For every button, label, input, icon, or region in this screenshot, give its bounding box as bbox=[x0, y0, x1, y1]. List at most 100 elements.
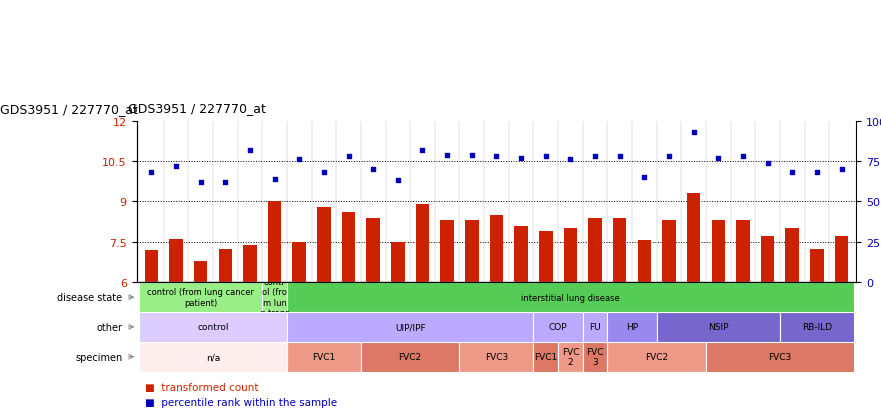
Point bbox=[194, 179, 208, 186]
Text: RB-ILD: RB-ILD bbox=[802, 323, 832, 332]
Bar bbox=[558, 342, 582, 372]
Bar bbox=[361, 342, 460, 372]
Text: ■  percentile rank within the sample: ■ percentile rank within the sample bbox=[145, 397, 337, 407]
Bar bbox=[139, 282, 263, 312]
Text: specimen: specimen bbox=[75, 352, 122, 362]
Text: disease state: disease state bbox=[57, 292, 122, 302]
Bar bbox=[613, 218, 626, 282]
Point bbox=[563, 157, 577, 164]
Bar bbox=[243, 245, 256, 282]
Bar bbox=[582, 342, 607, 372]
Text: GDS3951 / 227770_at: GDS3951 / 227770_at bbox=[128, 102, 265, 115]
Point bbox=[637, 175, 651, 181]
Bar bbox=[533, 312, 582, 342]
Bar bbox=[589, 218, 602, 282]
Point bbox=[834, 166, 848, 173]
Text: other: other bbox=[96, 322, 122, 332]
Point bbox=[317, 170, 331, 176]
Bar bbox=[366, 218, 380, 282]
Bar bbox=[287, 342, 361, 372]
Text: FU: FU bbox=[589, 323, 601, 332]
Bar bbox=[607, 342, 706, 372]
Bar bbox=[440, 221, 454, 282]
Bar bbox=[416, 205, 429, 282]
Text: FVC2: FVC2 bbox=[645, 352, 668, 361]
Point bbox=[588, 154, 602, 160]
Text: interstitial lung disease: interstitial lung disease bbox=[521, 293, 619, 302]
Point bbox=[686, 129, 700, 136]
Bar bbox=[515, 226, 528, 282]
Point bbox=[736, 154, 750, 160]
Text: FVC
3: FVC 3 bbox=[586, 347, 603, 366]
Bar bbox=[490, 216, 503, 282]
Text: control: control bbox=[197, 323, 229, 332]
Text: control (from lung cancer
patient): control (from lung cancer patient) bbox=[147, 288, 254, 307]
Text: FVC3: FVC3 bbox=[485, 352, 508, 361]
Point bbox=[440, 152, 455, 159]
Point bbox=[760, 160, 774, 166]
Text: NSIP: NSIP bbox=[708, 323, 729, 332]
Text: COP: COP bbox=[549, 323, 567, 332]
Point bbox=[292, 157, 307, 164]
Point bbox=[538, 154, 552, 160]
Text: FVC1: FVC1 bbox=[534, 352, 558, 361]
Bar bbox=[533, 342, 558, 372]
Bar bbox=[706, 342, 854, 372]
Bar bbox=[811, 249, 824, 282]
Point bbox=[243, 147, 257, 154]
Point bbox=[144, 170, 159, 176]
Text: FVC1: FVC1 bbox=[312, 352, 336, 361]
Bar bbox=[218, 249, 232, 282]
Bar bbox=[287, 312, 533, 342]
Point bbox=[810, 170, 824, 176]
Bar bbox=[139, 312, 287, 342]
Bar bbox=[292, 242, 306, 282]
Point bbox=[391, 178, 405, 184]
Bar bbox=[712, 221, 725, 282]
Point bbox=[465, 152, 479, 159]
Bar bbox=[268, 202, 281, 282]
Bar bbox=[194, 261, 207, 282]
Point bbox=[785, 170, 799, 176]
Bar bbox=[564, 229, 577, 282]
Bar bbox=[663, 221, 676, 282]
Bar bbox=[656, 312, 780, 342]
Bar bbox=[287, 282, 854, 312]
Bar bbox=[582, 312, 607, 342]
Bar bbox=[737, 221, 750, 282]
Bar bbox=[263, 282, 287, 312]
Bar bbox=[391, 242, 404, 282]
Bar bbox=[607, 312, 656, 342]
Point bbox=[169, 163, 183, 170]
Bar bbox=[465, 221, 478, 282]
Point bbox=[268, 176, 282, 183]
Text: FVC3: FVC3 bbox=[768, 352, 791, 361]
Text: GDS3951 / 227770_at: GDS3951 / 227770_at bbox=[0, 103, 137, 116]
Bar bbox=[144, 250, 158, 282]
Bar bbox=[317, 207, 330, 282]
Point bbox=[514, 155, 528, 162]
Bar bbox=[169, 240, 182, 282]
Text: FVC2: FVC2 bbox=[398, 352, 422, 361]
Text: HP: HP bbox=[626, 323, 638, 332]
Bar bbox=[786, 229, 799, 282]
Bar bbox=[835, 237, 848, 282]
Bar bbox=[687, 194, 700, 282]
Bar bbox=[342, 213, 355, 282]
Bar bbox=[638, 241, 651, 282]
Point bbox=[612, 154, 626, 160]
Bar bbox=[460, 342, 533, 372]
Point bbox=[366, 166, 381, 173]
Point bbox=[711, 155, 725, 162]
Text: FVC
2: FVC 2 bbox=[562, 347, 579, 366]
Bar bbox=[139, 342, 287, 372]
Point bbox=[490, 154, 504, 160]
Text: n/a: n/a bbox=[206, 352, 220, 361]
Point bbox=[662, 154, 676, 160]
Bar bbox=[539, 231, 552, 282]
Point bbox=[218, 179, 233, 186]
Bar bbox=[761, 237, 774, 282]
Text: contr
ol (fro
m lun
g trans: contr ol (fro m lun g trans bbox=[260, 277, 289, 318]
Point bbox=[342, 154, 356, 160]
Point bbox=[416, 147, 430, 154]
